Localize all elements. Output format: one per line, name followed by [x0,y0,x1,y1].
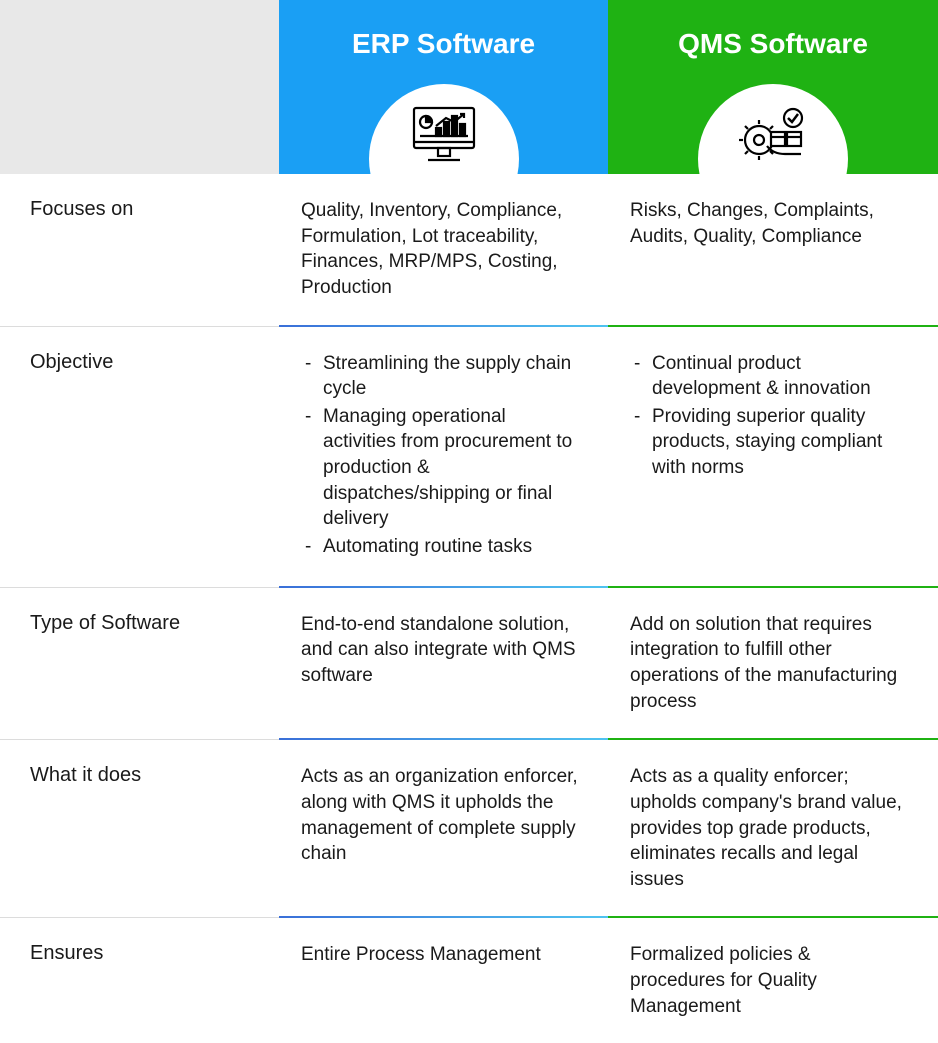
gear-boxes-check-icon [737,104,809,166]
bullet-list: Streamlining the supply chain cycleManag… [301,351,580,560]
cell-qms: Add on solution that requires integratio… [608,588,938,741]
cell-erp: End-to-end standalone solution, and can … [279,588,608,741]
header-erp: ERP Software [279,0,608,174]
row-label: Type of Software [0,588,279,741]
cell-erp: Acts as an organization enforcer, along … [279,740,608,918]
header-erp-title: ERP Software [279,0,608,60]
header-qms: QMS Software [608,0,938,174]
row-label: Ensures [0,918,279,1043]
bullet-item: Streamlining the supply chain cycle [301,351,580,402]
row-label: Focuses on [0,174,279,327]
cell-erp: Quality, Inventory, Compliance, Formulat… [279,174,608,327]
row-label: What it does [0,740,279,918]
cell-erp: Streamlining the supply chain cycleManag… [279,327,608,588]
cell-erp: Entire Process Management [279,918,608,1043]
bullet-item: Automating routine tasks [301,534,580,560]
bullet-list: Continual product development & innovati… [630,351,910,481]
cell-qms: Risks, Changes, Complaints, Audits, Qual… [608,174,938,327]
monitor-dashboard-icon [408,104,480,166]
bullet-item: Providing superior quality products, sta… [630,404,910,481]
cell-qms: Formalized policies & procedures for Qua… [608,918,938,1043]
bullet-item: Continual product development & innovati… [630,351,910,402]
cell-qms: Continual product development & innovati… [608,327,938,588]
comparison-table: ERP Software QMS Software [0,0,938,1043]
bullet-item: Managing operational activities from pro… [301,404,580,532]
header-blank [0,0,279,174]
cell-qms: Acts as a quality enforcer; upholds comp… [608,740,938,918]
header-qms-title: QMS Software [608,0,938,60]
row-label: Objective [0,327,279,588]
